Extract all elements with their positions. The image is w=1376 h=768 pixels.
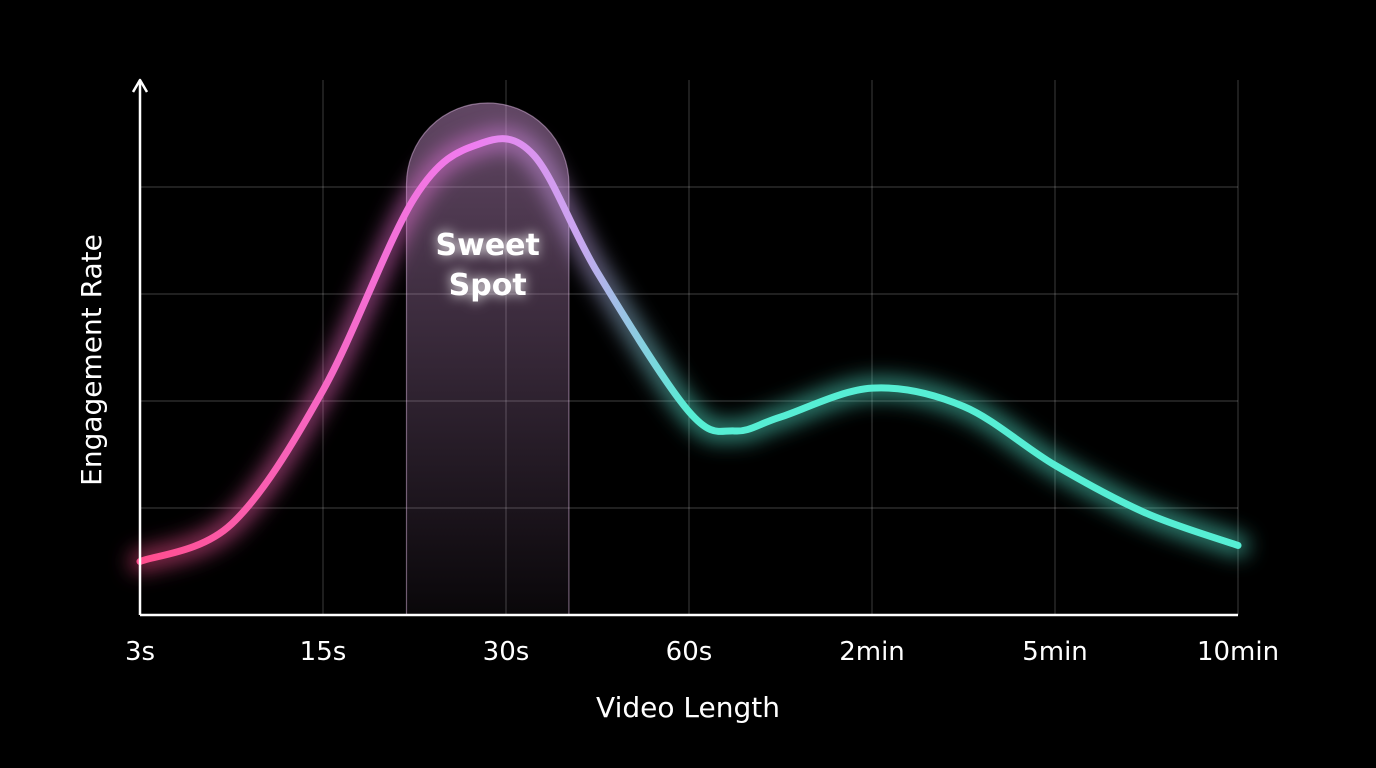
x-tick-label: 60s	[666, 637, 713, 667]
x-tick-labels: 3s 15s 30s 60s 2min 5min 10min	[125, 637, 1279, 667]
x-tick-label: 30s	[483, 637, 530, 667]
engagement-line	[136, 135, 1242, 565]
x-tick-label: 10min	[1197, 637, 1279, 667]
x-tick-label: 15s	[300, 637, 347, 667]
grid	[140, 80, 1239, 615]
series-group: Sweet Spot	[129, 127, 1249, 573]
sweet-spot-label-line: Sweet	[436, 228, 540, 263]
y-axis-arrow	[131, 78, 149, 93]
sweet-spot-label-line: Spot	[449, 268, 527, 303]
sweet-spot-band	[405, 102, 570, 616]
sweet-spot-highlight	[405, 102, 570, 616]
sweet-spot-label: Sweet Spot	[436, 228, 540, 303]
axes	[131, 78, 1238, 617]
y-axis-title: Engagement Rate	[75, 234, 108, 486]
x-tick-label: 2min	[839, 637, 905, 667]
x-tick-label: 5min	[1022, 637, 1088, 667]
x-tick-label: 3s	[125, 637, 155, 667]
x-axis-title: Video Length	[596, 691, 780, 724]
